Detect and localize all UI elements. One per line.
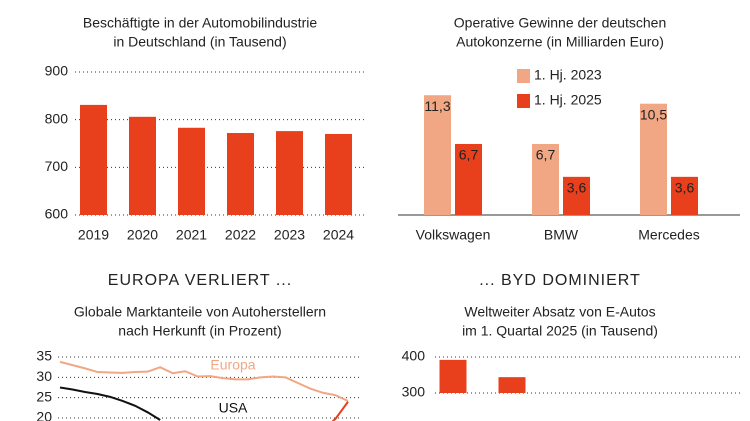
value-label: 3,6 bbox=[567, 180, 587, 196]
bar bbox=[424, 95, 451, 215]
y-tick-label: 600 bbox=[45, 206, 69, 222]
chart-title: Beschäftigte in der Automobilindustrie bbox=[83, 15, 317, 31]
value-label: 6,7 bbox=[536, 147, 556, 163]
bar bbox=[439, 359, 467, 393]
x-tick-label: BMW bbox=[544, 227, 579, 243]
bar bbox=[276, 131, 303, 215]
value-label: 11,3 bbox=[424, 98, 450, 114]
chart-title: in Deutschland (in Tausend) bbox=[113, 34, 286, 50]
bar bbox=[178, 127, 205, 215]
x-tick-label: 2022 bbox=[225, 227, 256, 243]
bar bbox=[498, 377, 526, 393]
chart-title: Autokonzerne (in Milliarden Euro) bbox=[456, 34, 664, 50]
legend-label: 1. Hj. 2025 bbox=[534, 92, 602, 108]
x-tick-label: 2019 bbox=[78, 227, 109, 243]
y-tick-label: 900 bbox=[45, 63, 69, 79]
chart-title: im 1. Quartal 2025 (in Tausend) bbox=[462, 323, 658, 339]
y-tick-label: 30 bbox=[36, 368, 52, 384]
value-label: 3,6 bbox=[675, 180, 695, 196]
series-label: USA bbox=[219, 400, 248, 416]
x-tick-label: Mercedes bbox=[638, 227, 699, 243]
bar bbox=[640, 103, 667, 215]
legend-label: 1. Hj. 2023 bbox=[534, 67, 602, 83]
bar bbox=[455, 143, 482, 215]
x-tick-label: 2024 bbox=[323, 227, 354, 243]
value-label: 10,5 bbox=[640, 106, 667, 122]
y-tick-label: 400 bbox=[402, 348, 426, 364]
series-label: Europa bbox=[210, 357, 255, 373]
x-tick-label: 2021 bbox=[176, 227, 207, 243]
chart-title: Globale Marktanteile von Autoherstellern bbox=[74, 304, 326, 320]
value-label: 6,7 bbox=[459, 147, 479, 163]
y-tick-label: 20 bbox=[36, 409, 52, 421]
section-heading: ... BYD DOMINIERT bbox=[479, 272, 641, 289]
bar bbox=[532, 143, 559, 215]
bar bbox=[563, 176, 590, 215]
x-tick-label: 2023 bbox=[274, 227, 305, 243]
y-tick-label: 700 bbox=[45, 158, 69, 174]
bar bbox=[129, 116, 156, 215]
y-tick-label: 800 bbox=[45, 110, 69, 126]
chart-title: nach Herkunft (in Prozent) bbox=[118, 323, 281, 339]
bar bbox=[325, 133, 352, 215]
y-tick-label: 35 bbox=[36, 348, 52, 364]
legend-swatch bbox=[517, 69, 530, 83]
section-heading: EUROPA VERLIERT ... bbox=[108, 272, 292, 289]
bar bbox=[227, 133, 254, 215]
bar bbox=[671, 176, 698, 215]
x-tick-label: 2020 bbox=[127, 227, 158, 243]
line bbox=[59, 386, 161, 421]
y-tick-label: 25 bbox=[36, 388, 52, 404]
x-tick-label: Volkswagen bbox=[416, 227, 491, 243]
y-tick-label: 300 bbox=[402, 384, 426, 400]
chart-title: Operative Gewinne der deutschen bbox=[454, 15, 666, 31]
line bbox=[59, 360, 349, 402]
line bbox=[331, 401, 349, 421]
bar bbox=[80, 104, 107, 215]
legend-swatch bbox=[517, 94, 530, 108]
chart-title: Weltweiter Absatz von E-Autos bbox=[464, 304, 655, 320]
